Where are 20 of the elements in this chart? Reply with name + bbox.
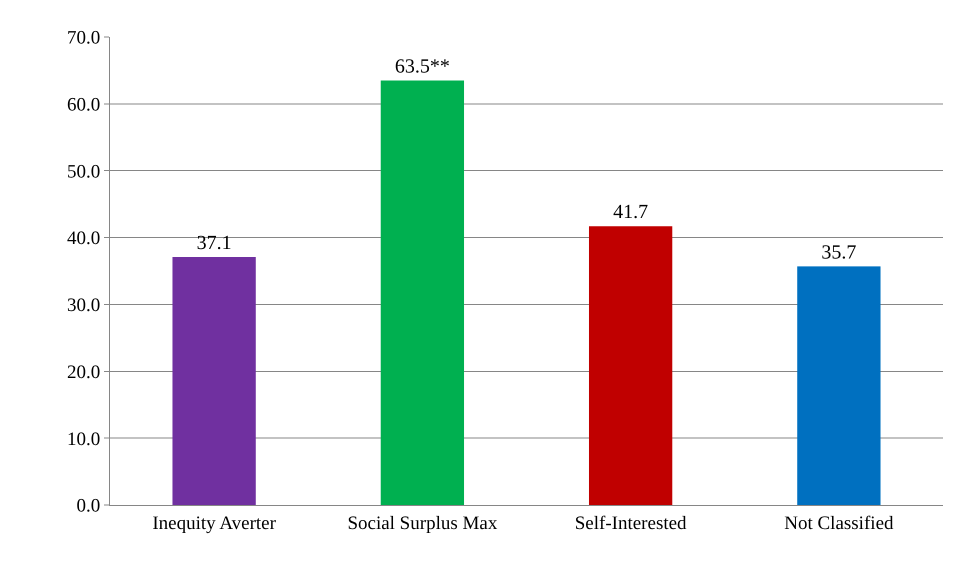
data-label: 41.7 [613,201,648,224]
x-tick-label: Self-Interested [574,512,688,534]
data-label: 37.1 [196,232,232,254]
bar [172,256,256,505]
data-label: 63.5** [394,55,450,78]
x-tick-label: Social Surplus Max [347,512,498,534]
bar [797,266,881,505]
y-tick-label: 40.0 [66,228,100,250]
x-tick-label: Not Classified [784,512,894,534]
y-tick-label: 0.0 [76,496,100,517]
data-label: 35.7 [821,241,856,264]
y-tick-label: 50.0 [66,161,100,182]
y-tick-label: 30.0 [66,295,100,316]
y-tick-label: 20.0 [66,362,100,383]
x-tick-label: Inequity Averter [152,512,277,534]
y-tick-label: 70.0 [66,28,100,49]
bar [588,226,672,505]
y-tick-label: 10.0 [66,428,100,450]
y-tick-label: 60.0 [66,94,100,116]
bar [380,80,464,505]
